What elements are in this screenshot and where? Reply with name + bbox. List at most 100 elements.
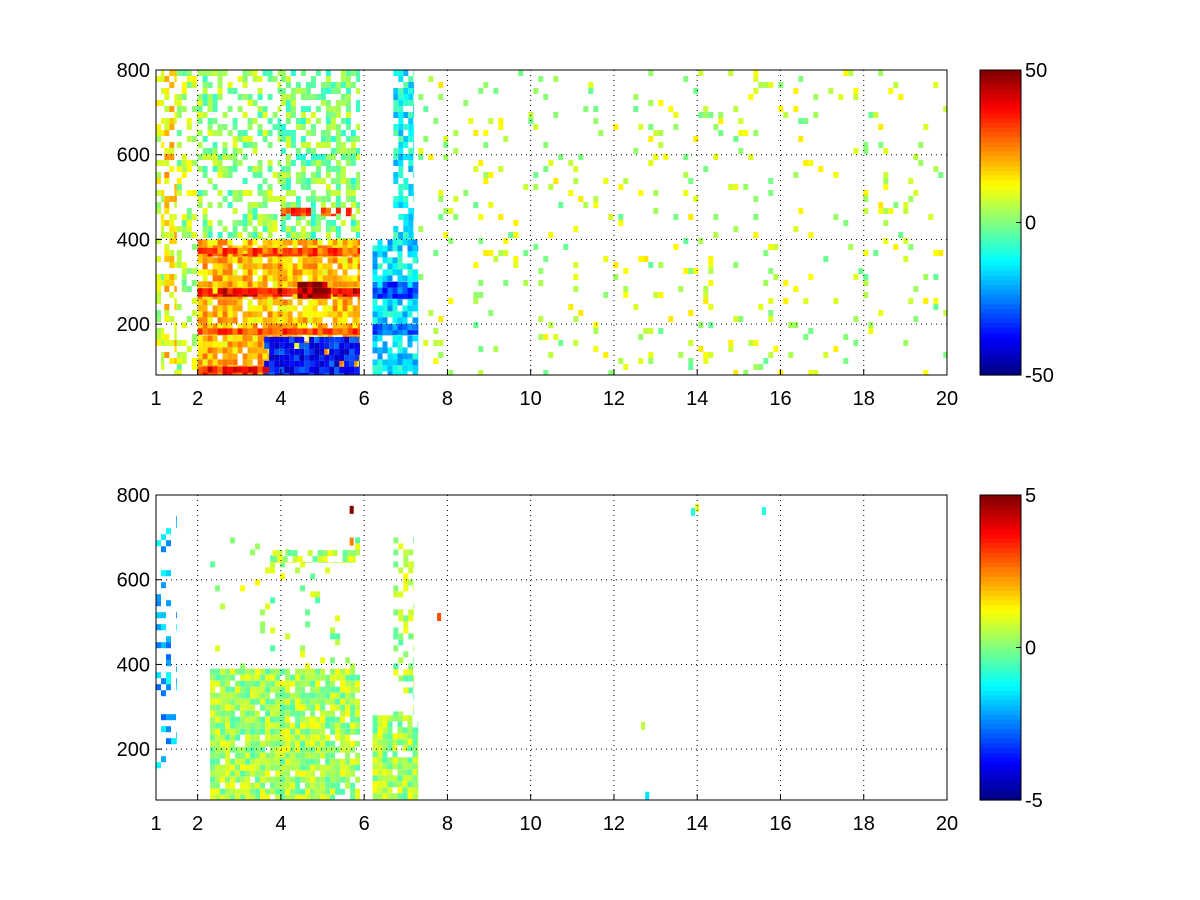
heatmap-cell (453, 148, 459, 154)
heatmap-cell (402, 727, 408, 734)
x-tick-label: 8 (442, 813, 453, 835)
heatmap-cell (320, 88, 326, 94)
heatmap-cell (305, 674, 311, 681)
heatmap-cell (648, 352, 654, 358)
heatmap-cell (196, 280, 198, 286)
heatmap-cell (320, 214, 326, 220)
heatmap-cell (222, 335, 228, 342)
heatmap-cell (325, 142, 331, 148)
heatmap-cell (275, 782, 281, 789)
heatmap-cell (330, 788, 336, 795)
heatmap-cell (418, 148, 424, 154)
heatmap-cell (212, 160, 218, 166)
heatmap-cell (398, 639, 404, 646)
colorbar-segment (980, 571, 1021, 577)
heatmap-cell (413, 184, 415, 190)
heatmap-cell (603, 292, 609, 298)
heatmap-cell (443, 154, 449, 160)
heatmap-cell (417, 739, 419, 746)
heatmap-cell (297, 253, 303, 257)
heatmap-cell (274, 336, 280, 343)
heatmap-cell (181, 160, 187, 166)
heatmap-cell (339, 354, 345, 361)
heatmap-cell (335, 88, 341, 94)
heatmap-cell (713, 124, 719, 130)
heatmap-cell (227, 359, 233, 366)
heatmap-cell (407, 359, 413, 366)
heatmap-cell (623, 178, 629, 184)
heatmap-cell (330, 698, 336, 705)
heatmap-cell (247, 136, 253, 142)
heatmap-cell (337, 275, 343, 282)
heatmap-cell (272, 196, 278, 202)
heatmap-cell (267, 275, 273, 282)
heatmap-cell (327, 275, 333, 282)
heatmap-cell (320, 100, 326, 106)
heatmap-cell (279, 366, 285, 373)
heatmap-cell (330, 764, 336, 771)
heatmap-cell (372, 263, 378, 270)
heatmap-cell (428, 76, 434, 82)
heatmap-cell (262, 275, 268, 282)
heatmap-cell (257, 202, 263, 208)
heatmap-cell (413, 705, 415, 712)
heatmap-cell (264, 372, 270, 375)
heatmap-cell (417, 317, 419, 324)
heatmap-cell (210, 782, 216, 789)
heatmap-cell (728, 340, 734, 346)
heatmap-cell (260, 680, 266, 687)
heatmap-cell (230, 740, 236, 747)
colorbar-segment (980, 198, 1021, 205)
heatmap-cell (583, 106, 589, 112)
heatmap-cell (210, 680, 216, 687)
heatmap-cell (176, 112, 182, 118)
heatmap-cell (156, 202, 161, 208)
heatmap-cell (230, 710, 236, 717)
heatmap-cell (327, 287, 331, 294)
heatmap-cell (212, 253, 218, 257)
heatmap-cell (247, 220, 253, 226)
heatmap-cell (918, 142, 924, 148)
heatmap-cell (310, 172, 316, 178)
heatmap-cell (169, 214, 175, 220)
heatmap-cell (398, 124, 404, 130)
heatmap-cell (227, 154, 233, 160)
heatmap-cell (242, 130, 248, 136)
heatmap-cell (315, 172, 321, 178)
heatmap-cell (412, 251, 418, 258)
heatmap-cell (340, 166, 346, 172)
heatmap-cell (658, 328, 664, 334)
heatmap-cell (523, 250, 529, 256)
heatmap-cell (320, 160, 326, 166)
heatmap-cell (267, 160, 273, 166)
heatmap-cell (357, 275, 360, 282)
heatmap-cell (345, 106, 351, 112)
heatmap-cell (161, 130, 165, 136)
heatmap-cell (295, 238, 301, 240)
heatmap-cell (285, 76, 291, 82)
heatmap-cell (169, 262, 175, 268)
colorbar-segment (980, 676, 1021, 682)
heatmap-cell (280, 148, 286, 154)
heatmap-cell (186, 220, 192, 226)
heatmap-cell (295, 196, 301, 202)
heatmap-cell (257, 166, 263, 172)
heatmap-cell (340, 758, 346, 765)
heatmap-cell (322, 263, 328, 270)
heatmap-cell (282, 263, 288, 270)
heatmap-cell (393, 148, 399, 154)
heatmap-cell (290, 710, 296, 717)
heatmap-cell (225, 794, 231, 800)
heatmap-cell (212, 166, 218, 172)
heatmap-cell (202, 347, 208, 354)
heatmap-cell (164, 286, 170, 292)
heatmap-cell (225, 698, 231, 705)
heatmap-cell (186, 232, 192, 238)
heatmap-cell (393, 88, 399, 94)
colorbar-segment (980, 84, 1021, 90)
heatmap-cell (257, 299, 263, 306)
heatmap-cell (350, 764, 356, 771)
heatmap-cell (285, 722, 291, 729)
heatmap-cell (304, 348, 310, 355)
heatmap-cell (310, 160, 316, 166)
